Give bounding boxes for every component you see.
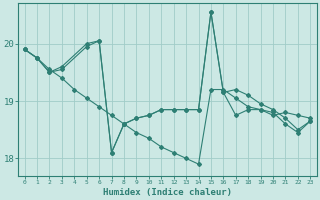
X-axis label: Humidex (Indice chaleur): Humidex (Indice chaleur) — [103, 188, 232, 197]
